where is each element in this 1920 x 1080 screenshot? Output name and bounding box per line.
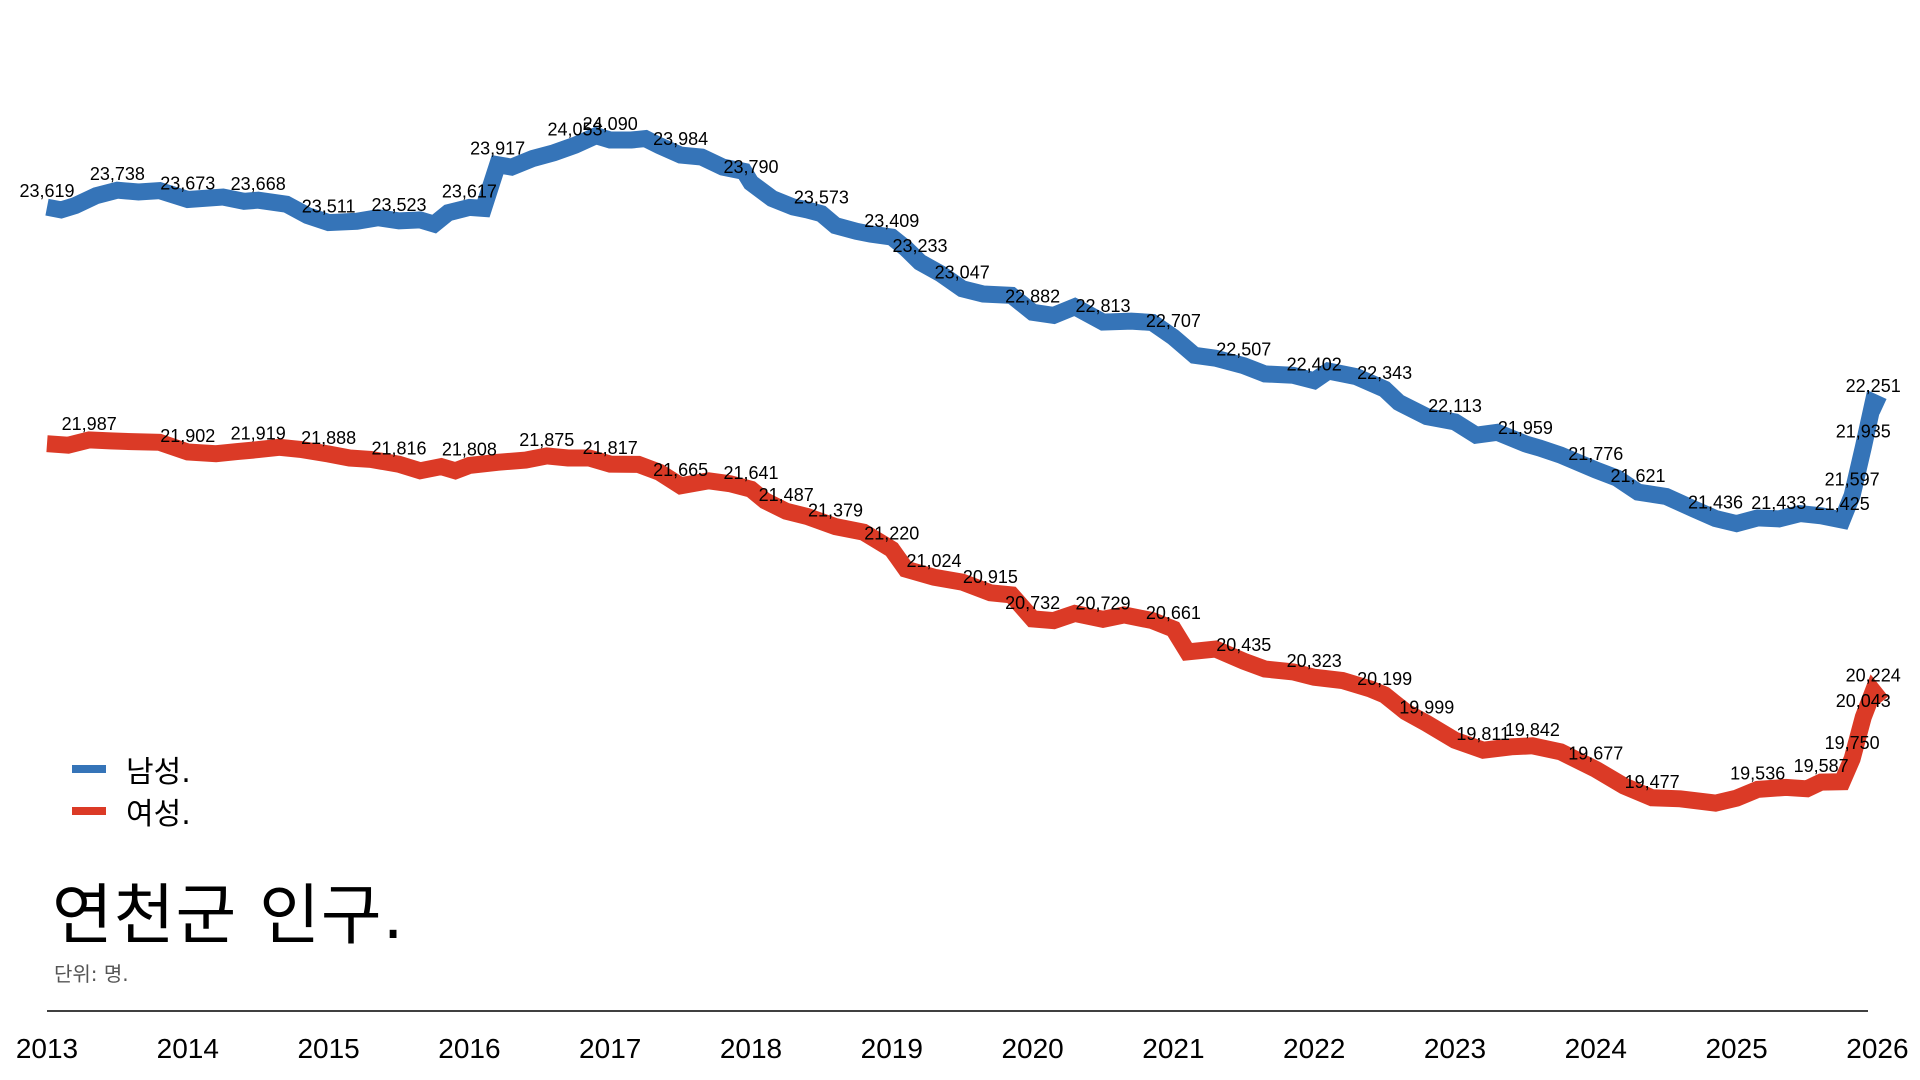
legend-item-female: 여성. [72, 790, 191, 832]
x-tick-label: 2019 [861, 1033, 923, 1064]
data-label: 22,343 [1357, 363, 1412, 383]
series-line-male [45, 126, 1887, 533]
data-label: 22,882 [1005, 286, 1060, 306]
data-label: 21,621 [1610, 466, 1665, 486]
data-label: 22,507 [1216, 340, 1271, 360]
data-label: 20,661 [1146, 603, 1201, 623]
data-label: 21,808 [442, 439, 497, 459]
series-line-female [46, 431, 1889, 812]
data-label: 20,729 [1075, 593, 1130, 613]
data-label: 23,619 [19, 181, 74, 201]
data-label: 23,984 [653, 129, 708, 149]
data-label: 21,220 [864, 523, 919, 543]
data-label: 21,875 [519, 430, 574, 450]
data-label: 22,251 [1846, 376, 1901, 396]
data-label: 23,409 [864, 211, 919, 231]
data-label: 19,999 [1399, 697, 1454, 717]
data-label: 21,935 [1836, 421, 1891, 441]
data-label: 23,668 [231, 174, 286, 194]
data-label: 21,902 [160, 426, 215, 446]
data-label: 23,738 [90, 164, 145, 184]
legend: 남성. 여성. [72, 748, 191, 832]
x-tick-label: 2016 [438, 1033, 500, 1064]
data-label: 21,888 [301, 428, 356, 448]
data-label: 21,816 [371, 438, 426, 458]
data-label: 20,915 [963, 567, 1018, 587]
data-label: 21,776 [1568, 444, 1623, 464]
legend-swatch-female [72, 807, 106, 815]
data-label: 21,024 [906, 551, 961, 571]
legend-label-male: 남성. [126, 755, 191, 790]
data-label: 19,677 [1568, 743, 1623, 763]
data-label: 21,597 [1825, 470, 1880, 490]
data-label: 23,047 [935, 263, 990, 283]
data-label: 21,817 [583, 438, 638, 458]
data-label: 20,199 [1357, 669, 1412, 689]
data-label: 22,113 [1428, 396, 1482, 416]
data-label: 19,477 [1625, 772, 1680, 792]
x-tick-label: 2024 [1565, 1033, 1627, 1064]
data-label: 21,641 [723, 463, 778, 483]
data-label: 21,487 [759, 485, 814, 505]
data-label: 21,436 [1688, 493, 1743, 513]
data-label: 23,673 [160, 174, 215, 194]
data-label: 23,233 [892, 236, 947, 256]
data-label: 21,665 [653, 460, 708, 480]
x-tick-label: 2026 [1846, 1033, 1908, 1064]
x-tick-label: 2017 [579, 1033, 641, 1064]
data-label: 20,732 [1005, 593, 1060, 613]
data-label: 21,959 [1498, 418, 1553, 438]
data-label: 20,224 [1846, 665, 1901, 685]
data-label: 19,536 [1730, 763, 1785, 783]
data-label: 22,707 [1146, 311, 1201, 331]
data-label: 21,425 [1815, 494, 1870, 514]
legend-label-female: 여성. [126, 797, 191, 832]
data-label: 23,573 [794, 188, 849, 208]
data-label: 24,090 [583, 114, 638, 134]
legend-item-male: 남성. [72, 748, 191, 790]
data-label: 21,919 [231, 424, 286, 444]
data-label-layer: 23,619 23,738 23,673 23,668 23,511 23,523 23,6… [19, 114, 1900, 792]
x-tick-label: 2020 [1001, 1033, 1063, 1064]
legend-swatch-male [72, 765, 106, 773]
data-label: 19,811 [1456, 724, 1510, 744]
data-label: 21,987 [62, 414, 117, 434]
data-label: 23,617 [442, 181, 497, 201]
data-label: 20,323 [1287, 651, 1342, 671]
data-label: 20,435 [1216, 635, 1271, 655]
data-label: 19,750 [1825, 733, 1880, 753]
data-label: 24,053 [547, 119, 602, 139]
x-tick-label: 2021 [1142, 1033, 1204, 1064]
x-tick-label: 2018 [720, 1033, 782, 1064]
data-label: 22,402 [1287, 355, 1342, 375]
data-label: 22,813 [1075, 296, 1130, 316]
x-tick-label: 2014 [157, 1033, 219, 1064]
data-label: 21,433 [1751, 493, 1806, 513]
chart-subtitle: 단위: 명. [54, 962, 129, 986]
data-label: 23,523 [371, 195, 426, 215]
x-tick-label: 2022 [1283, 1033, 1345, 1064]
data-label: 23,790 [723, 157, 778, 177]
x-axis-ticks: 2013 2014 2015 2016 2017 2018 2019 2020 2021 2022… [16, 1033, 1909, 1064]
chart-title: 연천군 인구. [52, 877, 405, 954]
data-label: 19,842 [1505, 720, 1560, 740]
series-layer [45, 126, 1889, 812]
data-label: 20,043 [1836, 691, 1891, 711]
data-label: 21,379 [808, 501, 863, 521]
x-tick-label: 2015 [297, 1033, 359, 1064]
data-label: 23,511 [302, 197, 356, 217]
x-tick-label: 2025 [1705, 1033, 1767, 1064]
data-label: 23,917 [470, 139, 525, 159]
data-label: 19,587 [1794, 756, 1849, 776]
x-tick-label: 2013 [16, 1033, 78, 1064]
x-tick-label: 2023 [1424, 1033, 1486, 1064]
